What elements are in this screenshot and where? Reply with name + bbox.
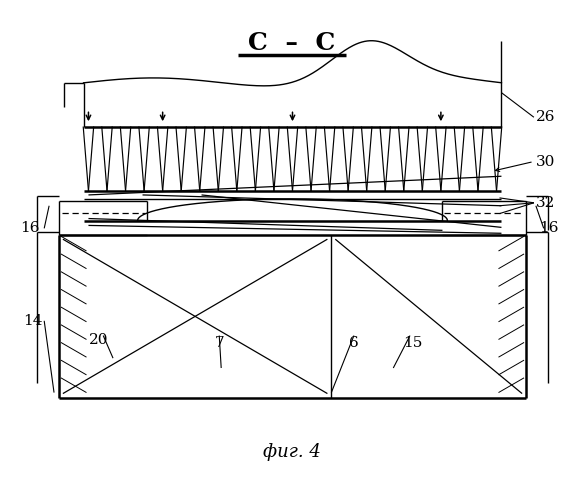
Text: 6: 6 [349,336,359,350]
Text: 30: 30 [536,154,555,168]
Text: 15: 15 [404,336,423,350]
Text: 20: 20 [89,334,108,347]
Text: С  –  С: С – С [248,32,336,56]
Text: 7: 7 [214,336,224,350]
Text: 16: 16 [20,222,39,235]
Text: фиг. 4: фиг. 4 [263,442,321,460]
Text: 16: 16 [539,222,558,235]
Text: 26: 26 [536,110,555,124]
Text: 32: 32 [536,196,555,210]
Text: 14: 14 [23,314,42,328]
